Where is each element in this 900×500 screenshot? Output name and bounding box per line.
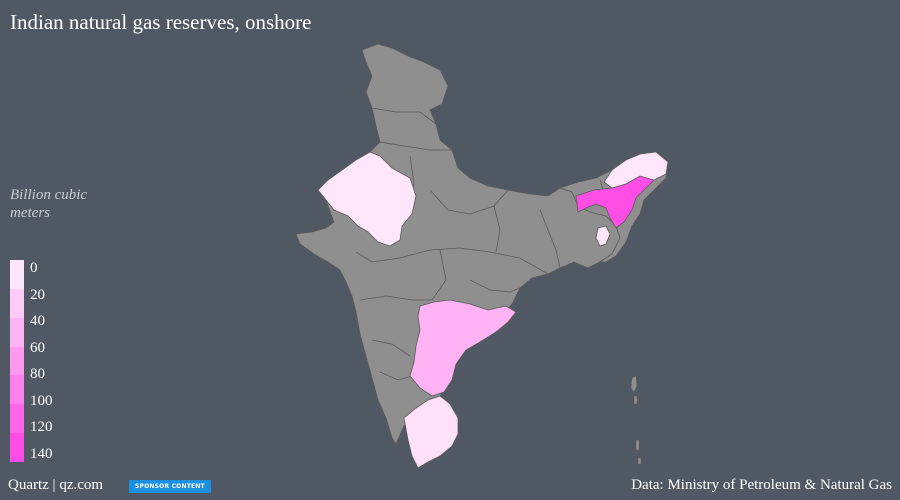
- footer-brand[interactable]: Quartz | qz.com: [8, 477, 104, 493]
- legend-swatch: [10, 404, 24, 434]
- legend-tick-label: 80: [30, 366, 45, 383]
- legend-swatch: [10, 346, 24, 376]
- region-arunachal-pradesh: [603, 151, 669, 189]
- legend-swatch: [10, 260, 24, 289]
- region-rajasthan: [317, 151, 417, 247]
- legend-color-bar: [10, 260, 24, 462]
- legend-tick-label: 0: [30, 260, 38, 276]
- map-title: Indian natural gas reserves, onshore: [10, 10, 312, 34]
- region-tamil-nadu: [403, 395, 459, 469]
- legend-tick-label: 120: [30, 419, 53, 436]
- legend-swatch: [10, 375, 24, 405]
- legend-labels: 0 20 40 60 80 100 120 140: [30, 260, 90, 462]
- legend-tick-label: 60: [30, 339, 45, 356]
- legend-tick-label: 40: [30, 313, 45, 330]
- mainland-india: [295, 43, 621, 445]
- legend-swatch: [10, 288, 24, 318]
- legend-title: Billion cubic meters: [10, 187, 88, 221]
- andaman-nicobar-islands: [630, 375, 642, 465]
- legend-tick-label: 20: [30, 286, 45, 303]
- legend-tick-label: 140: [30, 446, 53, 462]
- region-tripura: [595, 225, 611, 247]
- legend-swatch: [10, 433, 24, 462]
- legend-swatch: [10, 317, 24, 347]
- sponsor-badge[interactable]: SPONSOR CONTENT: [129, 480, 211, 493]
- region-andhra-pradesh: [409, 299, 517, 397]
- legend-tick-label: 100: [30, 392, 53, 409]
- footer-source: Data: Ministry of Petroleum & Natural Ga…: [631, 477, 892, 493]
